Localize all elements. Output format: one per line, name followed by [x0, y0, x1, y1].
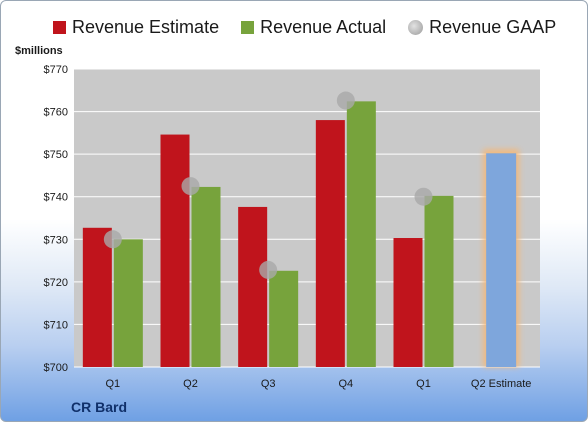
legend-label-gaap: Revenue GAAP — [429, 17, 557, 37]
bar-revenue-actual — [269, 270, 299, 367]
x-tick-label: Q3 — [261, 378, 276, 390]
y-tick-label: $700 — [44, 362, 68, 374]
marker-revenue-gaap — [259, 260, 278, 279]
legend-item-actual: Revenue Actual — [241, 17, 386, 38]
marker-revenue-gaap — [336, 91, 355, 110]
marker-revenue-gaap — [181, 177, 200, 196]
x-tick-label: Q2 — [183, 378, 198, 390]
y-tick-label: $750 — [44, 149, 68, 161]
legend-label-estimate: Revenue Estimate — [72, 17, 220, 37]
plot-area — [74, 69, 540, 367]
y-tick-label: $740 — [44, 192, 68, 204]
x-tick-label: Q1 — [416, 378, 431, 390]
bar-revenue-actual — [113, 239, 143, 367]
y-axis-unit-label: $millions — [15, 45, 63, 57]
y-tick-label: $710 — [44, 319, 68, 331]
x-tick-label: Q4 — [338, 378, 353, 390]
legend-label-actual: Revenue Actual — [260, 17, 387, 37]
bar-revenue-estimate — [160, 134, 190, 367]
legend-swatch-actual — [241, 21, 255, 34]
bar-q2-estimate — [486, 153, 517, 367]
y-tick-label: $770 — [44, 64, 68, 76]
x-tick-label: Q2 Estimate — [471, 378, 532, 390]
marker-revenue-gaap — [414, 187, 433, 206]
legend-swatch-estimate — [53, 21, 66, 34]
x-tick-label: Q1 — [105, 378, 120, 390]
bar-revenue-actual — [191, 186, 221, 367]
legend: Revenue Estimate Revenue Actual Revenue … — [53, 17, 556, 38]
bar-revenue-actual — [346, 101, 376, 368]
legend-item-estimate: Revenue Estimate — [53, 17, 219, 38]
bar-revenue-estimate — [393, 238, 423, 367]
bar-revenue-estimate — [82, 227, 112, 367]
y-tick-label: $720 — [44, 277, 68, 289]
marker-revenue-gaap — [103, 230, 122, 249]
bar-revenue-estimate — [238, 206, 268, 367]
bar-revenue-actual — [424, 195, 454, 367]
company-name: CR Bard — [71, 399, 128, 415]
y-tick-label: $730 — [44, 234, 68, 246]
y-tick-label: $760 — [44, 107, 68, 119]
bar-revenue-estimate — [315, 120, 345, 367]
legend-item-gaap: Revenue GAAP — [408, 17, 556, 38]
legend-marker-gaap — [408, 20, 424, 35]
